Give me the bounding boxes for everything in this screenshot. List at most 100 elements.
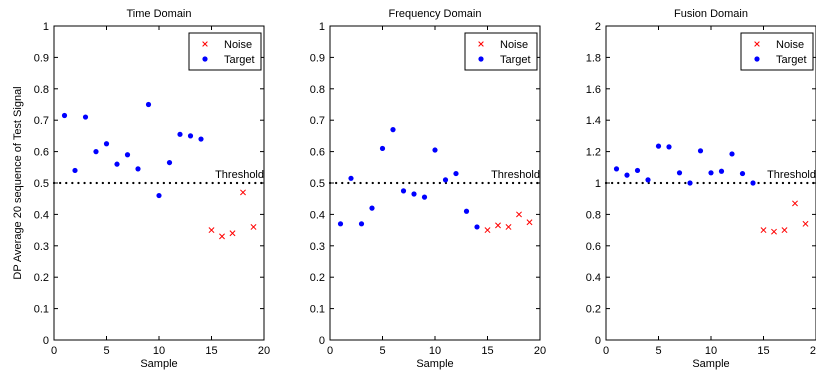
- x-tick-label: 20: [534, 345, 546, 357]
- noise-point: [802, 220, 809, 227]
- series-target: [337, 127, 480, 230]
- target-point: [379, 145, 386, 152]
- x-tick-label: 20: [258, 345, 270, 357]
- x-tick-label: 0: [327, 345, 333, 357]
- noise-point-stroke: [484, 227, 491, 234]
- target-point: [687, 180, 693, 186]
- panel-2: Frequency Domain 0 5 10 15 20 0 0.1 0.2 0.3 0.4 0.5…: [310, 8, 546, 370]
- series-target: [61, 101, 204, 199]
- target-point: [750, 180, 756, 186]
- legend-label-noise: Noise: [224, 39, 252, 51]
- y-tick-label: 0.9: [310, 52, 325, 64]
- noise-point-stroke: [760, 227, 767, 234]
- series-noise: [484, 211, 533, 234]
- target-point: [61, 112, 68, 119]
- x-tick-label: 0: [603, 345, 609, 357]
- noise-point: [526, 219, 533, 226]
- x-tick-label: 5: [379, 345, 385, 357]
- y-tick-label: 0.7: [34, 115, 49, 127]
- panel-title: Time Domain: [127, 8, 192, 20]
- noise-point: [505, 224, 512, 230]
- legend-noise-marker: [754, 41, 760, 47]
- y-tick-label: 0.4: [586, 272, 601, 284]
- target-point: [463, 208, 470, 214]
- legend-label-noise: Noise: [500, 39, 528, 51]
- noise-point: [229, 230, 236, 237]
- target-point: [624, 172, 630, 178]
- noise-point: [760, 227, 767, 234]
- noise-point: [771, 228, 777, 235]
- x-tick-label: 10: [153, 345, 165, 357]
- x-tick-label: 15: [481, 345, 493, 357]
- target-point: [82, 114, 89, 120]
- target-point: [655, 143, 662, 149]
- y-tick-label: 0.8: [586, 209, 601, 221]
- target-point: [421, 194, 428, 200]
- legend-box: [188, 32, 262, 71]
- noise-point: [240, 189, 246, 196]
- series-noise: [208, 189, 257, 240]
- noise-point-stroke: [802, 220, 809, 227]
- y-tick-label: 0.8: [310, 84, 325, 96]
- panel-1: Time Domain 0 5 10 15 20 0 0.1 0.2 0.3 0.4 0.5 0.6 0.…: [34, 8, 270, 370]
- target-point: [72, 167, 78, 174]
- target-point: [145, 101, 152, 108]
- target-point: [411, 191, 417, 197]
- noise-point-stroke: [771, 228, 777, 235]
- y-tick-label: 0: [43, 335, 49, 347]
- noise-point-stroke: [526, 219, 533, 226]
- y-tick-label: 1.8: [586, 52, 601, 64]
- y-tick-label: 0.6: [310, 147, 325, 159]
- noise-point-stroke: [229, 230, 236, 237]
- y-tick-label: 0.6: [34, 147, 49, 159]
- y-tick-label: 1.4: [586, 115, 601, 127]
- target-point: [613, 166, 620, 172]
- noise-point-stroke: [516, 211, 522, 218]
- legend-box: [464, 32, 538, 71]
- legend-box: [740, 32, 814, 71]
- y-tick-label: 0: [319, 335, 325, 347]
- target-point: [676, 170, 683, 176]
- legend-target-marker: [754, 56, 760, 62]
- y-axis-label: DP Average 20 sequence of Test Signal: [12, 86, 24, 279]
- x-axis-label: Sample: [692, 358, 729, 370]
- legend: Noise Target: [464, 32, 538, 71]
- target-point: [666, 144, 672, 150]
- x-tick-label: 20: [810, 345, 816, 357]
- y-tick-label: 0: [595, 335, 601, 347]
- target-point: [177, 131, 183, 137]
- x-tick-label: 15: [205, 345, 217, 357]
- y-tick-label: 0.5: [34, 178, 49, 190]
- noise-point-stroke: [250, 224, 257, 230]
- target-point: [369, 205, 375, 211]
- y-tick-label: 0.3: [34, 241, 49, 253]
- y-tick-label: 0.3: [310, 241, 325, 253]
- y-tick-label: 1: [319, 21, 325, 33]
- x-tick-label: 10: [429, 345, 441, 357]
- y-tick-label: 0.2: [34, 272, 49, 284]
- target-point: [337, 221, 344, 227]
- noise-point-stroke: [495, 222, 501, 229]
- noise-point-stroke: [240, 189, 246, 196]
- panel-3: Fusion Domain 0 5 10 15 20 0 0.2 0.4 0.6 0.8 1 1.2 1.…: [586, 8, 816, 370]
- y-tick-label: 1: [43, 21, 49, 33]
- target-point: [135, 166, 141, 172]
- legend-target-marker: [202, 56, 208, 62]
- threshold-label: Threshold: [215, 169, 264, 181]
- panel-title: Frequency Domain: [389, 8, 482, 20]
- target-point: [156, 192, 162, 199]
- legend: Noise Target: [740, 32, 814, 71]
- noise-point: [781, 227, 788, 234]
- noise-point: [219, 233, 225, 240]
- target-point: [124, 152, 131, 158]
- target-point: [708, 170, 714, 176]
- y-tick-label: 2: [595, 21, 601, 33]
- target-point: [453, 170, 459, 177]
- noise-point-stroke: [781, 227, 788, 234]
- y-tick-label: 0.7: [310, 115, 325, 127]
- target-point: [432, 147, 438, 153]
- y-tick-label: 0.1: [310, 304, 325, 316]
- series-noise: [760, 200, 809, 235]
- noise-point-stroke: [505, 224, 512, 230]
